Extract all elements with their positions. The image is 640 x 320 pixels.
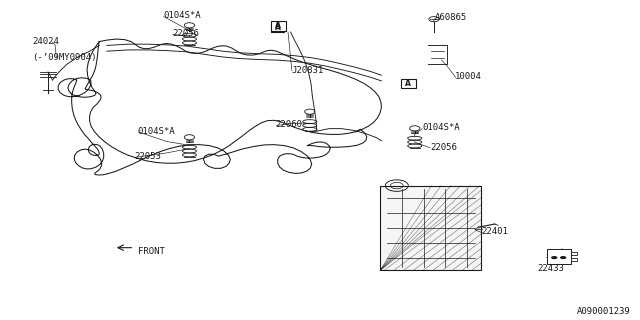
FancyBboxPatch shape — [271, 21, 286, 31]
Text: 10004: 10004 — [454, 72, 481, 81]
FancyBboxPatch shape — [571, 258, 577, 261]
Text: 22433: 22433 — [538, 264, 564, 273]
FancyBboxPatch shape — [571, 252, 577, 255]
Text: 22056: 22056 — [430, 143, 457, 152]
Text: 0104S*A: 0104S*A — [163, 12, 201, 20]
Text: FRONT: FRONT — [138, 247, 164, 256]
Text: 0104S*A: 0104S*A — [138, 127, 175, 136]
FancyBboxPatch shape — [380, 186, 481, 270]
Text: A60865: A60865 — [435, 13, 467, 22]
Circle shape — [560, 256, 566, 259]
Text: A: A — [405, 79, 412, 88]
Text: 24024: 24024 — [32, 37, 59, 46]
Text: 22401: 22401 — [481, 228, 508, 236]
Text: 0104S*A: 0104S*A — [422, 124, 460, 132]
Text: 22053: 22053 — [134, 152, 161, 161]
FancyBboxPatch shape — [547, 249, 571, 264]
FancyBboxPatch shape — [271, 24, 284, 32]
Circle shape — [551, 256, 557, 259]
Text: A090001239: A090001239 — [577, 307, 630, 316]
Text: A: A — [275, 23, 281, 32]
Text: 22060: 22060 — [275, 120, 302, 129]
Text: J20831: J20831 — [291, 66, 323, 75]
Text: A: A — [275, 21, 282, 30]
Text: (-’09MY0904): (-’09MY0904) — [32, 53, 97, 62]
FancyBboxPatch shape — [401, 79, 416, 88]
Text: 22056: 22056 — [173, 29, 200, 38]
